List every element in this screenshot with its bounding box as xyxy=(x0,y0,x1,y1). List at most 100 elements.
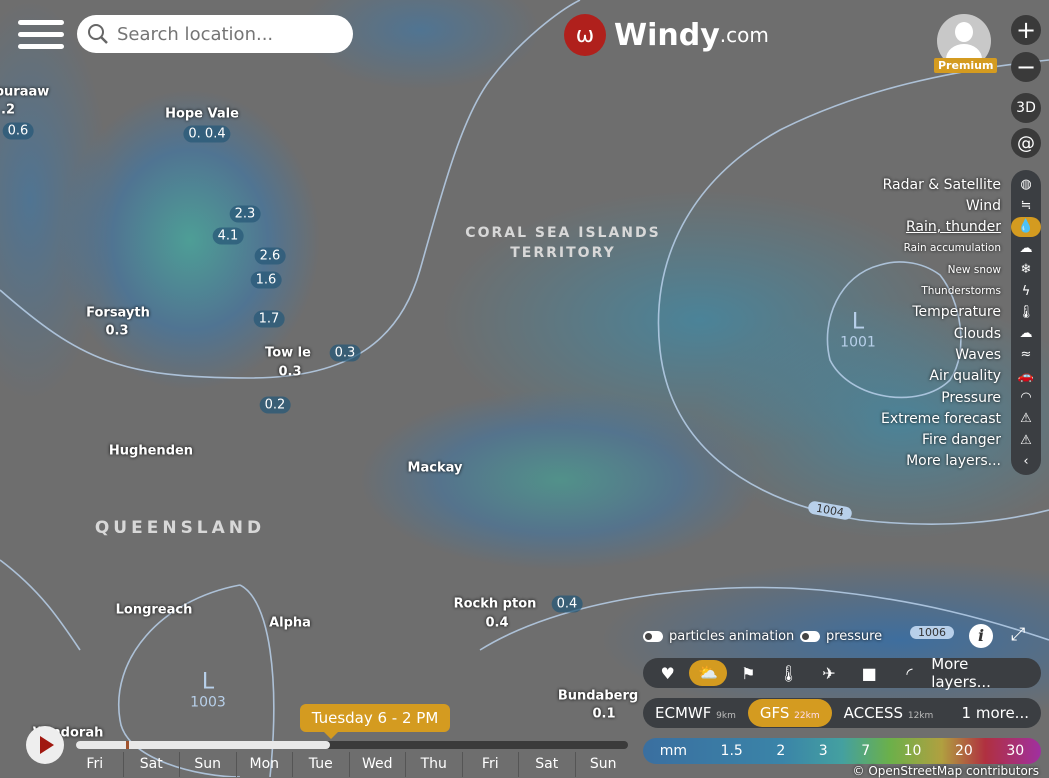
pressure-toggle[interactable]: pressure xyxy=(800,629,882,644)
layer-label: Clouds xyxy=(953,325,1001,342)
rain-value-badge: 1.7 xyxy=(253,310,285,328)
chevron-left-icon: ‹ xyxy=(1023,453,1029,469)
layer-extreme-forecast[interactable]: Extreme forecast ⚠ xyxy=(881,408,1041,429)
layer-thunderstorms[interactable]: Thunderstorms ϟ xyxy=(921,281,1041,302)
model-gfs[interactable]: GFS 22km xyxy=(747,699,832,727)
model-1-more-[interactable]: 1 more... xyxy=(961,704,1029,722)
zoom-out-button[interactable]: − xyxy=(1011,52,1041,82)
layer-label: Thunderstorms xyxy=(921,285,1001,297)
layer-pressure[interactable]: Pressure ◠ xyxy=(941,387,1041,408)
scale-tick: 10 xyxy=(903,743,922,759)
timeline-day[interactable]: Tue xyxy=(292,752,349,777)
layer-air-quality[interactable]: Air quality 🚗 xyxy=(929,366,1041,387)
fire-warning-icon: ⚠ xyxy=(1020,432,1032,448)
place-value: 0.3 xyxy=(105,323,129,339)
timeline-day[interactable]: Sun xyxy=(574,752,632,777)
timeline-day[interactable]: Sat xyxy=(518,752,575,777)
paraglider-icon[interactable]: ◜ xyxy=(906,663,913,683)
layer-wind[interactable]: Wind ≒ xyxy=(966,195,1041,216)
place-label[interactable]: Hughenden xyxy=(108,443,194,459)
timeline-days: Fri Sat Sun Mon Tue Wed Thu Fri Sat Sun xyxy=(67,752,631,777)
search-bar[interactable] xyxy=(77,15,353,53)
info-button[interactable]: i xyxy=(969,624,993,648)
layer-temperature[interactable]: Temperature 🌡 xyxy=(912,302,1041,323)
layer-new-snow[interactable]: New snow ❄ xyxy=(948,259,1041,280)
timeline-day[interactable]: Wed xyxy=(348,752,406,777)
3d-button[interactable]: 3D xyxy=(1011,93,1041,123)
timeline-day[interactable]: Fri xyxy=(461,752,519,777)
rain-value-badge: 0.4 xyxy=(551,595,583,613)
fullscreen-icon[interactable]: ⤢ xyxy=(1011,624,1026,645)
layer-rain-thunder[interactable]: Rain, thunder 💧 xyxy=(906,217,1041,238)
region-label: QUEENSLAND xyxy=(94,518,266,538)
layer-rain-accumulation[interactable]: Rain accumulation ☁ xyxy=(904,238,1041,259)
place-label[interactable]: Mackay xyxy=(407,460,463,476)
windy-logo[interactable]: ѡ Windy .com xyxy=(564,14,769,56)
waves-icon: ≈ xyxy=(1020,347,1032,363)
layer-more-layers[interactable]: More layers... ‹ xyxy=(906,451,1041,472)
timeline-day[interactable]: Sat xyxy=(122,752,180,777)
model-ecmwf[interactable]: ECMWF 9km xyxy=(655,704,736,722)
place-value: 0.3 xyxy=(278,364,302,380)
rain-value-badge: 1.6 xyxy=(250,271,282,289)
windsock-icon[interactable]: ⚑ xyxy=(741,663,756,683)
scale-tick: 30 xyxy=(1006,743,1025,759)
rain-value-badge: 0. 0.4 xyxy=(183,125,231,143)
scale-tick: 1.5 xyxy=(720,743,743,759)
layer-label: Rain accumulation xyxy=(903,242,1001,255)
raindrop-icon: 💧 xyxy=(1011,217,1041,238)
hurricane-button[interactable]: @ xyxy=(1011,128,1041,158)
place-value: 0.4 xyxy=(485,615,509,631)
thunderstorm-icon: ϟ xyxy=(1021,283,1031,299)
timeline-slider[interactable] xyxy=(76,741,628,749)
layer-label: Radar & Satellite xyxy=(882,176,1001,193)
particles-animation-toggle[interactable]: particles animation xyxy=(643,629,794,644)
zoom-in-button[interactable]: + xyxy=(1011,15,1041,45)
webcam-icon[interactable]: ■ xyxy=(861,663,877,683)
scale-unit: mm xyxy=(659,743,688,759)
thermometer-icon[interactable]: 🌡 xyxy=(778,663,799,683)
heart-icon[interactable]: ♥ xyxy=(660,663,675,683)
rain-value-badge: 2.6 xyxy=(254,247,286,265)
timeline-day[interactable]: Mon xyxy=(235,752,293,777)
airplane-icon[interactable]: ✈ xyxy=(822,663,836,683)
premium-badge[interactable]: Premium xyxy=(934,58,998,73)
place-label[interactable]: Tow le xyxy=(265,345,311,361)
scale-tick: 20 xyxy=(954,743,973,759)
low-pressure-marker: L 1003 xyxy=(190,669,226,711)
low-pressure-marker: L 1001 xyxy=(840,309,876,351)
layer-radar-satellite[interactable]: Radar & Satellite ◍ xyxy=(883,174,1041,195)
rain-value-badge: 0.3 xyxy=(329,344,361,362)
place-label[interactable]: Longreach xyxy=(115,602,193,618)
model-access[interactable]: ACCESS 12km xyxy=(843,704,934,722)
logo-suffix: .com xyxy=(719,23,769,47)
attribution[interactable]: © OpenStreetMap contributors xyxy=(852,764,1039,778)
play-button[interactable] xyxy=(26,726,64,764)
layer-waves[interactable]: Waves ≈ xyxy=(955,344,1041,365)
place-label[interactable]: Bundaberg xyxy=(557,688,639,704)
place-label[interactable]: Hope Vale xyxy=(165,106,239,122)
more-layers-button[interactable]: More layers... xyxy=(931,655,991,691)
place-label[interactable]: Forsayth xyxy=(86,305,150,321)
place-label[interactable]: Rockh pton xyxy=(453,596,537,612)
timeline-day[interactable]: Thu xyxy=(405,752,462,777)
layer-label: Temperature xyxy=(912,304,1001,321)
thermometer-icon: 🌡 xyxy=(1017,304,1035,320)
timeline-day[interactable]: Sun xyxy=(179,752,236,777)
menu-button[interactable] xyxy=(18,20,64,54)
layer-fire-danger[interactable]: Fire danger ⚠ xyxy=(922,430,1041,451)
rain-value-badge: 0.2 xyxy=(259,396,291,414)
isobar-label: 1006 xyxy=(910,626,954,639)
layer-label: Fire danger xyxy=(921,432,1001,449)
timeline-tooltip[interactable]: Tuesday 6 - 2 PM xyxy=(300,704,450,739)
windy-logo-icon: ѡ xyxy=(564,14,606,56)
place-label[interactable]: Alpha xyxy=(269,615,311,631)
timeline-day[interactable]: Fri xyxy=(86,756,104,772)
weather-icon[interactable]: ⛅ xyxy=(689,660,727,686)
region-label: CORAL SEA ISLANDS xyxy=(465,225,661,241)
region-label: TERRITORY xyxy=(510,245,616,261)
search-input[interactable] xyxy=(117,23,337,45)
layer-clouds[interactable]: Clouds ☁ xyxy=(954,323,1041,344)
place-label[interactable]: puraaw xyxy=(0,84,50,100)
